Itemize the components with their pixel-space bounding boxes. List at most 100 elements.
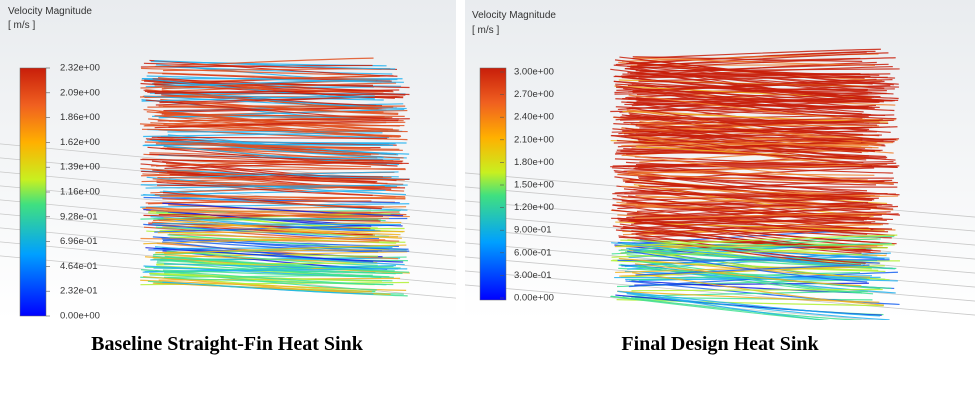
streamline [633,205,899,221]
tick-label: 3.00e-01 [514,270,552,281]
streamline [150,159,394,167]
streamline [145,247,404,263]
streamline [146,209,371,213]
floor-grid [0,199,456,243]
tick-label: 2.32e+00 [60,63,100,74]
streamline [144,90,406,96]
streamline [621,101,871,116]
streamline [614,80,885,94]
streamline [143,275,391,296]
legend-title: Velocity Magnitude [472,10,556,21]
streamline [141,67,371,76]
streamline [614,75,893,102]
streamline [622,73,862,76]
streamline [144,141,371,149]
streamline [154,194,406,200]
streamline [162,269,394,278]
streamline [611,209,895,236]
streamline [154,92,384,101]
streamline [169,171,399,179]
streamline [152,78,410,89]
streamline [149,153,384,162]
streamline [633,219,867,225]
legend-unit: [ m/s ] [472,25,499,36]
streamline [165,163,406,171]
streamline [158,213,384,217]
legend-title: Velocity Magnitude [8,6,92,17]
streamline [144,256,410,274]
streamline [155,269,387,286]
streamline [634,260,874,295]
streamline [623,154,868,181]
streamline [154,85,384,93]
streamline [154,65,393,75]
streamline [623,147,887,160]
streamline [620,216,870,230]
tick-label: 1.86e+00 [60,112,100,123]
streamline [615,98,866,109]
tick-label: 1.50e+00 [514,180,554,191]
streamline [611,295,862,320]
streamline [164,114,405,117]
streamline [625,127,896,161]
streamlines [465,48,975,320]
streamline [639,137,862,167]
streamline [155,143,400,150]
streamline [167,134,395,155]
streamline [625,291,880,317]
streamline [618,257,871,278]
tick-label: 0.00e+00 [60,311,100,322]
streamline [152,255,410,273]
streamline [152,169,392,190]
tick-label: 9.00e-01 [514,225,552,236]
tick-label: 1.16e+00 [60,187,100,198]
streamline [168,118,380,127]
streamline [166,182,401,189]
streamline [627,171,875,176]
streamline [617,259,890,262]
streamline [616,234,898,247]
streamline [617,290,829,320]
streamlines [0,57,456,299]
tick-label: 4.64e-01 [60,261,98,272]
streamline [635,69,861,87]
streamline [141,128,408,133]
streamline [622,193,888,202]
streamline [146,75,404,83]
streamline [614,179,893,194]
tick-label: 1.80e+00 [514,157,554,168]
streamline [140,203,410,208]
streamline [141,95,375,102]
streamline [143,236,399,245]
colorbar-ticks: 3.00e+00 2.70e+00 2.40e+00 2.10e+00 1.80e+00… [500,67,554,304]
streamline [162,82,397,93]
streamline [154,60,396,70]
tick-label: 3.00e+00 [514,67,554,78]
streamline [157,177,405,181]
streamline [626,254,897,270]
streamline [634,263,862,287]
streamline [628,97,899,101]
streamline [610,295,831,320]
streamline [639,117,863,126]
streamline [639,185,898,188]
streamline [159,96,400,104]
streamline [148,118,400,138]
streamline [617,173,868,192]
streamline [156,181,373,197]
streamline [157,230,405,234]
streamline [162,281,374,295]
colorbar [19,67,47,317]
streamline [150,210,390,219]
tick-label: 1.62e+00 [60,137,100,148]
streamline [624,76,888,78]
streamline [635,264,870,276]
streamline [626,213,889,225]
tick-label: 2.10e+00 [514,134,554,145]
caption: Final Design Heat Sink [621,333,819,355]
streamline [613,80,873,108]
streamline [169,233,386,241]
streamline [625,161,894,174]
